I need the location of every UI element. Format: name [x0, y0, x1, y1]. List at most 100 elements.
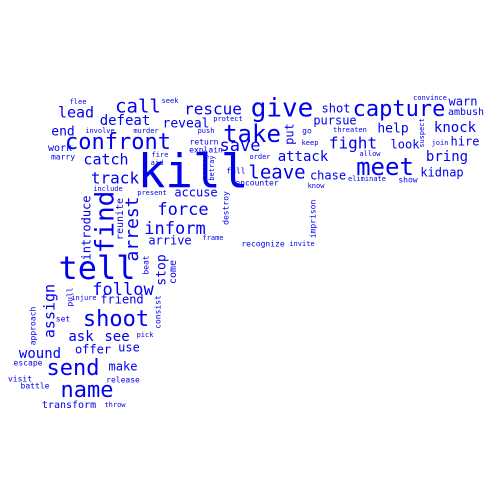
word-suspect: suspect	[418, 118, 426, 148]
word-approach: approach	[29, 307, 38, 346]
word-assign: assign	[41, 284, 59, 338]
word-fire: fire	[152, 151, 169, 159]
word-bring: bring	[426, 149, 468, 165]
word-go: go	[302, 127, 312, 136]
word-include: include	[93, 185, 123, 193]
word-capture: capture	[353, 97, 446, 122]
word-shot: shot	[322, 102, 351, 116]
word-attack: attack	[278, 149, 329, 165]
word-injure: injure	[71, 294, 96, 302]
word-arrive: arrive	[148, 234, 191, 248]
word-murder: murder	[133, 127, 158, 135]
word-offer: offer	[75, 343, 111, 357]
word-seek: seek	[162, 97, 180, 105]
word-reveal: reveal	[163, 117, 210, 132]
word-order: order	[249, 153, 270, 161]
word-find: find	[91, 191, 121, 254]
word-visit: visit	[8, 375, 32, 384]
word-stop: stop	[155, 254, 170, 285]
word-fight: fight	[329, 134, 377, 153]
word-allow: allow	[359, 150, 381, 158]
word-chase: chase	[310, 169, 346, 183]
word-set: set	[56, 315, 71, 324]
word-reunite: reunite	[115, 198, 126, 240]
word-defeat: defeat	[100, 113, 151, 129]
word-shoot: shoot	[83, 307, 149, 332]
word-transform: transform	[42, 400, 96, 411]
word-release: release	[106, 376, 140, 385]
word-consist: consist	[154, 295, 163, 329]
word-encounter: encounter	[235, 179, 279, 188]
word-take: take	[223, 120, 281, 148]
word-friend: friend	[100, 293, 143, 307]
word-arrest: arrest	[122, 196, 143, 261]
word-give: give	[251, 94, 314, 124]
word-leave: leave	[248, 162, 305, 184]
word-track: track	[91, 169, 140, 188]
word-end: end	[51, 125, 74, 140]
word-follow: follow	[92, 280, 154, 300]
word-call: call	[115, 96, 161, 118]
word-protect: protect	[213, 115, 243, 123]
word-look: look	[391, 138, 421, 152]
word-help: help	[377, 122, 408, 137]
word-warn: warn	[449, 95, 478, 109]
word-marry: marry	[51, 153, 75, 162]
word-save: save	[220, 136, 261, 156]
word-meet: meet	[356, 153, 414, 181]
word-return: return	[190, 138, 219, 147]
word-arrange: arrange	[201, 150, 209, 180]
word-hire: hire	[451, 135, 480, 149]
word-come: come	[168, 260, 179, 284]
word-pick: pick	[137, 331, 155, 339]
word-kidnap: kidnap	[420, 166, 463, 180]
word-show: show	[398, 176, 417, 185]
word-send: send	[47, 356, 100, 381]
word-recognize: recognize	[241, 240, 285, 249]
word-threaten: threaten	[333, 126, 367, 134]
word-accuse: accuse	[174, 186, 217, 200]
word-use: use	[118, 341, 140, 355]
word-name: name	[61, 378, 114, 403]
word-know: know	[308, 182, 326, 190]
word-pull: pull	[66, 287, 75, 306]
word-put: put	[283, 123, 297, 145]
word-pursue: pursue	[313, 114, 356, 128]
word-battle: battle	[21, 382, 50, 391]
word-inform: inform	[144, 219, 205, 239]
word-join: join	[432, 139, 449, 147]
word-flee: flee	[70, 98, 87, 106]
word-imprison: imprison	[309, 200, 318, 239]
word-involve: involve	[85, 127, 115, 135]
word-force: force	[157, 200, 208, 220]
word-betray: betray	[208, 155, 216, 180]
word-convince: convince	[413, 94, 447, 102]
word-invite: invite	[289, 240, 314, 248]
word-escape: escape	[14, 359, 43, 368]
word-catch: catch	[83, 151, 128, 169]
word-rescue: rescue	[184, 100, 242, 119]
word-lead: lead	[58, 104, 94, 122]
word-work: work	[48, 143, 72, 154]
word-destroy: destroy	[222, 191, 231, 225]
word-kill: kill	[138, 145, 249, 199]
word-introduce: introduce	[80, 195, 94, 260]
word-throw: throw	[104, 401, 126, 409]
word-explain: explain	[189, 146, 223, 155]
word-knock: knock	[434, 120, 477, 136]
word-tell: tell	[58, 249, 135, 287]
word-fall: fall	[226, 167, 245, 176]
word-see: see	[104, 329, 129, 345]
word-push: push	[198, 127, 215, 135]
word-present: present	[137, 189, 167, 197]
word-keep: keep	[302, 139, 319, 147]
word-beat: beat	[142, 255, 151, 274]
word-make: make	[109, 360, 138, 374]
word-ambush: ambush	[448, 107, 484, 118]
word-confront: confront	[65, 130, 171, 155]
word-eliminate: eliminate	[348, 175, 386, 183]
word-wound: wound	[19, 346, 61, 362]
word-frame: frame	[202, 234, 223, 242]
word-ask: ask	[68, 329, 94, 345]
